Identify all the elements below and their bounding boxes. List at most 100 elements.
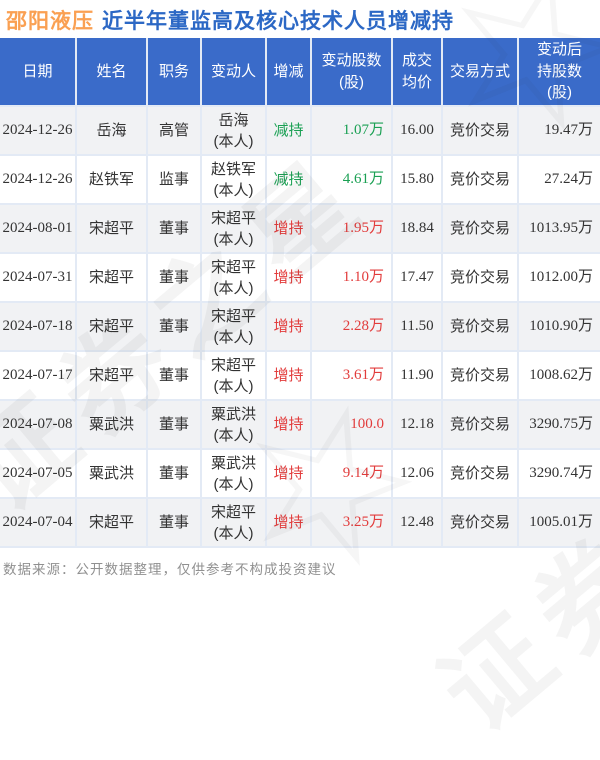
- table-row: 2024-07-31 宋超平 董事 宋超平 (本人) 增持 1.10万 17.4…: [0, 252, 600, 303]
- cell-price: 12.06: [391, 448, 443, 499]
- col-header-position: 职务: [146, 38, 202, 107]
- cell-person: 宋超平 (本人): [200, 301, 267, 352]
- cell-person: 宋超平 (本人): [200, 252, 267, 303]
- holdings-change-table: 日期 姓名 职务 变动人 增减 变动股数 (股) 成交 均价 交易方式 变动后 …: [0, 38, 600, 548]
- cell-shares: 2.28万: [310, 301, 393, 352]
- cell-date: 2024-07-17: [0, 350, 77, 401]
- cell-direction: 增持: [265, 448, 312, 499]
- table-row: 2024-08-01 宋超平 董事 宋超平 (本人) 增持 1.95万 18.8…: [0, 203, 600, 254]
- cell-position: 董事: [146, 203, 202, 254]
- cell-name: 宋超平: [75, 350, 148, 401]
- cell-date: 2024-07-08: [0, 399, 77, 450]
- cell-shares: 100.0: [310, 399, 393, 450]
- table-row: 2024-12-26 岳海 高管 岳海 (本人) 减持 1.07万 16.00 …: [0, 105, 600, 156]
- cell-price: 17.47: [391, 252, 443, 303]
- cell-method: 竞价交易: [441, 252, 519, 303]
- cell-name: 岳海: [75, 105, 148, 156]
- cell-direction: 减持: [265, 105, 312, 156]
- table-row: 2024-07-17 宋超平 董事 宋超平 (本人) 增持 3.61万 11.9…: [0, 350, 600, 401]
- cell-name: 粟武洪: [75, 448, 148, 499]
- cell-after: 3290.74万: [517, 448, 600, 499]
- cell-person: 粟武洪 (本人): [200, 448, 267, 499]
- cell-shares: 4.61万: [310, 154, 393, 205]
- cell-after: 1008.62万: [517, 350, 600, 401]
- table-row: 2024-07-04 宋超平 董事 宋超平 (本人) 增持 3.25万 12.4…: [0, 497, 600, 548]
- cell-date: 2024-12-26: [0, 105, 77, 156]
- stock-name: 邵阳液压: [6, 10, 94, 33]
- cell-direction: 增持: [265, 301, 312, 352]
- cell-price: 16.00: [391, 105, 443, 156]
- cell-person: 宋超平 (本人): [200, 203, 267, 254]
- cell-method: 竞价交易: [441, 154, 519, 205]
- cell-after: 1012.00万: [517, 252, 600, 303]
- col-header-after: 变动后 持股数 (股): [517, 38, 600, 107]
- cell-date: 2024-07-05: [0, 448, 77, 499]
- cell-price: 12.48: [391, 497, 443, 548]
- cell-price: 15.80: [391, 154, 443, 205]
- cell-method: 竞价交易: [441, 203, 519, 254]
- cell-after: 1013.95万: [517, 203, 600, 254]
- cell-after: 19.47万: [517, 105, 600, 156]
- cell-name: 宋超平: [75, 203, 148, 254]
- cell-shares: 1.07万: [310, 105, 393, 156]
- cell-shares: 1.10万: [310, 252, 393, 303]
- cell-direction: 增持: [265, 252, 312, 303]
- cell-price: 11.90: [391, 350, 443, 401]
- cell-position: 董事: [146, 252, 202, 303]
- cell-position: 董事: [146, 399, 202, 450]
- cell-shares: 1.95万: [310, 203, 393, 254]
- col-header-shares: 变动股数 (股): [310, 38, 393, 107]
- cell-date: 2024-07-31: [0, 252, 77, 303]
- col-header-price: 成交 均价: [391, 38, 443, 107]
- cell-method: 竞价交易: [441, 105, 519, 156]
- col-header-date: 日期: [0, 38, 77, 107]
- cell-method: 竞价交易: [441, 350, 519, 401]
- table-row: 2024-12-26 赵铁军 监事 赵铁军 (本人) 减持 4.61万 15.8…: [0, 154, 600, 205]
- cell-name: 赵铁军: [75, 154, 148, 205]
- cell-person: 赵铁军 (本人): [200, 154, 267, 205]
- page: { "title": { "stock": "邵阳液压", "main": "近…: [0, 5, 600, 754]
- cell-position: 高管: [146, 105, 202, 156]
- cell-name: 粟武洪: [75, 399, 148, 450]
- cell-method: 竞价交易: [441, 399, 519, 450]
- cell-direction: 增持: [265, 497, 312, 548]
- cell-direction: 增持: [265, 350, 312, 401]
- cell-name: 宋超平: [75, 497, 148, 548]
- header-row: 日期 姓名 职务 变动人 增减 变动股数 (股) 成交 均价 交易方式 变动后 …: [0, 38, 600, 107]
- source-note: 数据来源：公开数据整理，仅供参考不构成投资建议: [3, 562, 337, 577]
- cell-date: 2024-07-04: [0, 497, 77, 548]
- cell-person: 宋超平 (本人): [200, 350, 267, 401]
- cell-method: 竞价交易: [441, 301, 519, 352]
- cell-shares: 3.61万: [310, 350, 393, 401]
- table-row: 2024-07-05 粟武洪 董事 粟武洪 (本人) 增持 9.14万 12.0…: [0, 448, 600, 499]
- cell-position: 董事: [146, 301, 202, 352]
- cell-after: 27.24万: [517, 154, 600, 205]
- cell-position: 监事: [146, 154, 202, 205]
- cell-name: 宋超平: [75, 301, 148, 352]
- page-title: 邵阳液压 近半年董监高及核心技术人员增减持: [6, 5, 454, 35]
- col-header-method: 交易方式: [441, 38, 519, 107]
- cell-after: 1010.90万: [517, 301, 600, 352]
- col-header-person: 变动人: [200, 38, 267, 107]
- table-row: 2024-07-08 粟武洪 董事 粟武洪 (本人) 增持 100.0 12.1…: [0, 399, 600, 450]
- cell-method: 竞价交易: [441, 448, 519, 499]
- title-text: 近半年董监高及核心技术人员增减持: [102, 10, 454, 33]
- cell-person: 粟武洪 (本人): [200, 399, 267, 450]
- col-header-name: 姓名: [75, 38, 148, 107]
- cell-price: 12.18: [391, 399, 443, 450]
- table-row: 2024-07-18 宋超平 董事 宋超平 (本人) 增持 2.28万 11.5…: [0, 301, 600, 352]
- cell-position: 董事: [146, 497, 202, 548]
- cell-price: 11.50: [391, 301, 443, 352]
- cell-person: 宋超平 (本人): [200, 497, 267, 548]
- cell-date: 2024-07-18: [0, 301, 77, 352]
- cell-shares: 9.14万: [310, 448, 393, 499]
- cell-shares: 3.25万: [310, 497, 393, 548]
- cell-direction: 增持: [265, 399, 312, 450]
- cell-person: 岳海 (本人): [200, 105, 267, 156]
- cell-date: 2024-12-26: [0, 154, 77, 205]
- cell-position: 董事: [146, 350, 202, 401]
- cell-date: 2024-08-01: [0, 203, 77, 254]
- cell-after: 1005.01万: [517, 497, 600, 548]
- cell-direction: 增持: [265, 203, 312, 254]
- cell-method: 竞价交易: [441, 497, 519, 548]
